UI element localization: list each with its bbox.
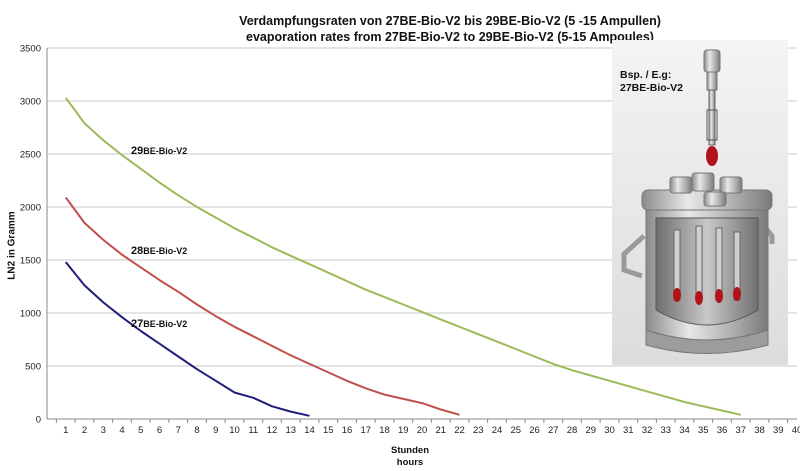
x-tick-label: 19 [398,425,409,436]
y-tick-label: 3000 [20,97,41,108]
x-tick-label: 1 [63,425,68,436]
x-tick-label: 8 [194,425,199,436]
x-tick-label: 7 [176,425,181,436]
gridlines [47,47,797,420]
x-tick-label: 34 [679,425,690,436]
x-tick-label: 10 [229,425,240,436]
x-tick-label: 39 [773,425,784,436]
x-tick-label: 3 [101,425,106,436]
y-tick-label: 1000 [20,309,41,320]
x-tick-label: 38 [754,425,765,436]
x-tick-label: 25 [510,425,521,436]
y-tick-label: 0 [36,415,41,426]
x-tick-label: 18 [379,425,390,436]
y-tick-labels: 0 500 1000 1500 2000 2500 3000 3500 [20,44,41,426]
x-tick-label: 36 [717,425,728,436]
x-axis-label: Stunden [391,445,429,456]
inset-label: Bsp. / E.g: 27BE-Bio-V2 [620,69,683,95]
x-tick-label: 21 [435,425,446,436]
x-tick-label: 2 [82,425,87,436]
x-tick-label: 4 [119,425,124,436]
y-axis-label: LN2 in Gramm [6,211,18,280]
x-tick-label: 15 [323,425,334,436]
x-tick-label: 20 [417,425,428,436]
x-tick-label: 14 [304,425,315,436]
product-image: Bsp. / E.g: 27BE-Bio-V2 [612,40,788,365]
x-tick-label: 24 [492,425,503,436]
axes [46,48,797,423]
x-tick-label: 40 [792,425,800,436]
x-tick-label: 13 [285,425,296,436]
y-tick-label: 500 [25,362,41,373]
series-lines [64,97,742,417]
series-label-29: 29BE-Bio-V2 [131,145,188,157]
chart-title: Verdampfungsraten von 27BE-Bio-V2 bis 29… [239,14,661,28]
y-tick-label: 3500 [20,44,41,55]
x-tick-label: 11 [248,425,258,436]
x-tick-label: 16 [342,425,353,436]
series-line-28BE-Bio-V2 [64,196,460,416]
dewar-illustration [621,49,775,354]
x-tick-label: 17 [360,425,371,436]
x-tick-label: 27 [548,425,559,436]
series-line-27BE-Bio-V2 [65,261,310,417]
x-tick-label: 35 [698,425,709,436]
x-tick-label: 9 [213,425,218,436]
series-label-27: 27BE-Bio-V2 [131,318,188,330]
series-label-28: 28BE-Bio-V2 [131,245,188,257]
series-line-29BE-Bio-V2 [64,97,742,416]
x-tick-label: 28 [567,425,578,436]
chart-subtitle: evaporation rates from 27BE-Bio-V2 to 29… [246,30,654,44]
x-tick-labels: 1 2 3 4 5 6 7 8 9 10 11 12 13 14 15 16 17 18 19 20 21 22 23 24 2… [63,425,800,436]
inset-label-line1: Bsp. / E.g: [620,69,672,81]
x-tick-label: 32 [642,425,653,436]
y-tick-label: 1500 [20,256,41,267]
x-tick-label: 22 [454,425,465,436]
x-tick-label: 12 [267,425,278,436]
x-tick-label: 30 [604,425,615,436]
x-tick-label: 6 [157,425,162,436]
x-tick-label: 26 [529,425,540,436]
inset-label-line2: 27BE-Bio-V2 [620,82,684,94]
y-tick-label: 2000 [20,203,41,214]
x-tick-label: 33 [660,425,671,436]
x-tick-label: 31 [623,425,634,436]
x-tick-label: 23 [473,425,484,436]
y-tick-label: 2500 [20,150,41,161]
x-tick-label: 5 [138,425,143,436]
x-axis-label-english: hours [396,457,424,468]
x-tick-label: 37 [735,425,746,436]
x-tick-label: 29 [585,425,596,436]
